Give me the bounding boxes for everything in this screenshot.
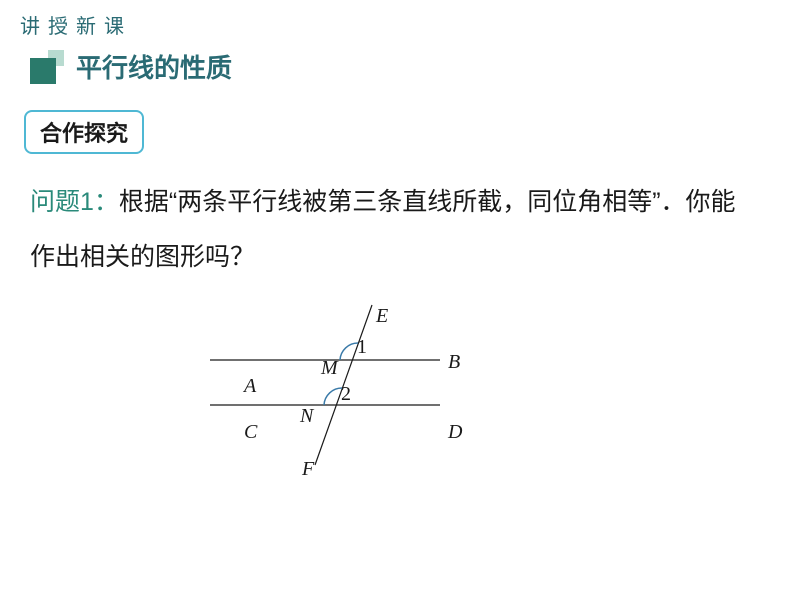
label-E: E [375, 305, 388, 327]
diagram-svg: E B A D C F M N 1 2 [200, 300, 500, 500]
activity-badge-text: 合作探究 [40, 121, 128, 146]
title-square-icon [30, 50, 64, 84]
angle-label-1: 1 [357, 336, 367, 358]
angle-label-2: 2 [341, 383, 351, 405]
label-B: B [448, 351, 460, 373]
label-N: N [299, 405, 315, 427]
label-F: F [301, 458, 315, 480]
section-title: 平行线的性质 [76, 48, 232, 85]
question-block: 问题1：根据“两条平行线被第三条直线所截，同位角相等”．你能作出相关的图形吗？ [30, 175, 754, 285]
label-A: A [242, 375, 257, 397]
title-bar: 平行线的性质 [30, 48, 232, 85]
label-M: M [320, 357, 339, 379]
question-text: 根据“两条平行线被第三条直线所截，同位角相等”．你能作出相关的图形吗？ [30, 188, 736, 271]
geometry-diagram: E B A D C F M N 1 2 [200, 300, 500, 500]
icon-square-front [30, 58, 56, 84]
label-D: D [447, 421, 463, 443]
activity-badge: 合作探究 [24, 110, 144, 154]
lesson-header-text: 讲授新课 [20, 16, 132, 38]
question-label: 问题1： [30, 188, 119, 216]
lesson-header: 讲授新课 [20, 10, 132, 39]
label-C: C [244, 421, 258, 443]
